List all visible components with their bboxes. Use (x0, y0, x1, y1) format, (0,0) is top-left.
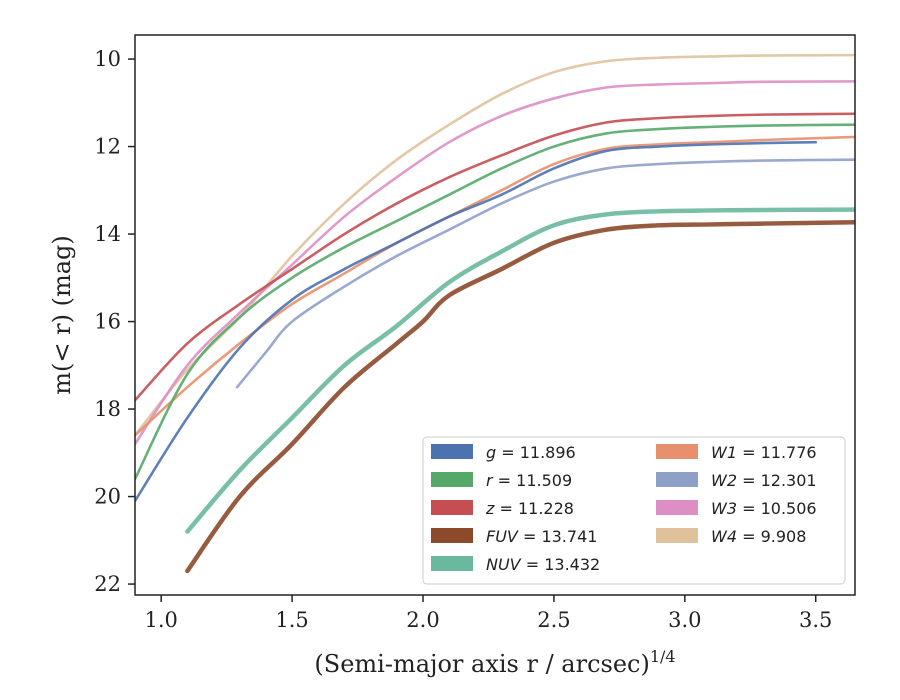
legend-label-w4: W4 = 9.908 (711, 527, 806, 546)
plot-frame (134, 34, 856, 596)
series-line-z (135, 112, 855, 402)
legend-swatch-fuv (431, 528, 473, 543)
y-axis: 10 12 14 16 18 20 22 (94, 47, 135, 596)
series-line-r (135, 123, 855, 481)
legend-swatch-w4 (656, 528, 698, 543)
series-line-w3 (135, 80, 855, 446)
legend-label-fuv: FUV = 13.741 (486, 527, 597, 546)
x-axis-title: (Semi-major axis r / arcsec)1/4 (314, 647, 675, 678)
y-tick-label: 12 (94, 135, 121, 159)
y-tick-label: 10 (94, 47, 121, 71)
legend-swatch-r (431, 472, 473, 487)
legend-swatch-w2 (656, 472, 698, 487)
legend: g = 11.896 r = 11.509 z = 11.228 FUV = 13.7… (422, 436, 846, 585)
x-tick-label: 2.5 (537, 608, 570, 632)
series-line-fuv (185, 220, 855, 574)
x-axis: 1.0 1.5 2.0 2.5 3.0 3.5 (144, 595, 832, 632)
legend-swatch-w3 (656, 500, 698, 515)
series-line-g (135, 140, 818, 503)
x-tick-label: 2.0 (406, 608, 439, 632)
y-tick-label: 14 (94, 222, 121, 246)
series-layer (135, 53, 855, 574)
y-axis-title: m(< r) (mag) (48, 235, 76, 394)
legend-swatch-g (431, 444, 473, 459)
legend-swatch-nuv (431, 556, 473, 571)
y-tick-label: 22 (94, 572, 121, 596)
series-line-w1 (135, 135, 855, 437)
legend-label-w1: W1 = 11.776 (711, 443, 817, 462)
x-axis-title-superscript: 1/4 (650, 647, 676, 666)
legend-label-g: g = 11.896 (486, 443, 576, 462)
legend-label-r: r = 11.509 (486, 471, 572, 490)
legend-label-nuv: NUV = 13.432 (486, 555, 600, 574)
series-line-w2 (235, 158, 855, 389)
legend-frame (422, 436, 846, 585)
x-tick-label: 1.5 (275, 608, 308, 632)
legend-swatch-w1 (656, 444, 698, 459)
y-tick-label: 16 (94, 310, 121, 334)
x-axis-title-main: (Semi-major axis r / arcsec) (314, 650, 649, 678)
x-tick-label: 3.0 (668, 608, 701, 632)
x-tick-label: 3.5 (799, 608, 832, 632)
series-line-nuv (185, 207, 855, 534)
legend-label-w3: W3 = 10.506 (711, 499, 817, 518)
y-tick-label: 20 (94, 485, 121, 509)
x-tick-label: 1.0 (144, 608, 177, 632)
y-tick-label: 18 (94, 397, 121, 421)
legend-label-w2: W2 = 12.301 (711, 471, 817, 490)
legend-label-z: z = 11.228 (485, 499, 574, 518)
legend-swatch-z (431, 500, 473, 515)
